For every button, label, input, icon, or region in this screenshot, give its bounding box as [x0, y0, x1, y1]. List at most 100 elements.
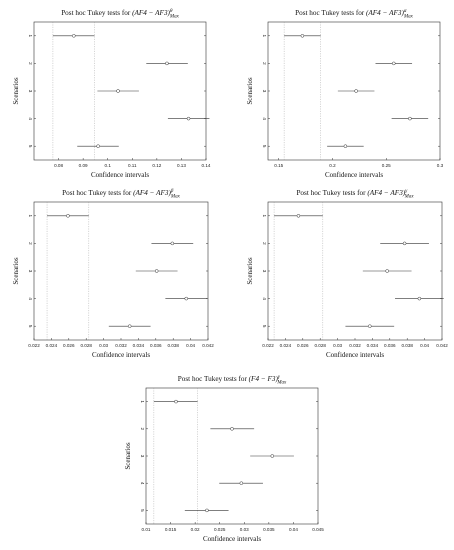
y-tick-label: 2 — [28, 62, 33, 65]
chart-panel-2: Post hoc Tukey tests for (AF4 − AF3)α Max… — [246, 9, 444, 179]
mean-marker-scenario-3 — [270, 454, 275, 458]
x-tick-label: 0.034 — [133, 343, 145, 348]
chart-title: Post hoc Tukey tests for (AF4 − AF3)θ Max — [61, 9, 179, 20]
x-tick-label: 0.026 — [297, 343, 309, 348]
mean-marker-scenario-2 — [402, 241, 407, 246]
x-tick-label: 0.04 — [420, 343, 429, 348]
y-axis-label: Scenarios — [12, 257, 20, 284]
x-tick-label: 0.034 — [367, 343, 379, 348]
y-tick-label: 1 — [262, 35, 267, 38]
x-tick-label: 0.08 — [54, 163, 63, 168]
x-tick-label: 0.12 — [152, 163, 161, 168]
x-tick-label: 0.036 — [384, 343, 396, 348]
chart-panel-1: Post hoc Tukey tests for (AF4 − AF3)θ Max… — [12, 9, 211, 179]
x-tick-label: 0.038 — [401, 343, 413, 348]
y-tick-label: 2 — [262, 242, 267, 245]
x-axis-label: Confidence intervals — [203, 535, 261, 543]
y-tick-label: 1 — [28, 215, 33, 218]
plot-frame — [33, 201, 209, 341]
mean-marker-scenario-4 — [408, 116, 412, 121]
mean-marker-scenario-1 — [174, 399, 178, 404]
x-tick-label: 0.022 — [262, 343, 274, 348]
x-tick-label: 0.024 — [280, 343, 292, 348]
y-tick-label: 3 — [28, 270, 33, 273]
chart-title: Post hoc Tukey tests for (AF4 − AF3)β Max — [62, 189, 180, 200]
mean-marker-scenario-1 — [72, 34, 76, 38]
x-tick-label: 0.1 — [105, 163, 112, 168]
mean-marker-scenario-3 — [116, 89, 120, 93]
x-tick-label: 0.03 — [240, 527, 249, 532]
x-tick-label: 0.03 — [333, 343, 342, 348]
x-tick-label: 0.03 — [99, 343, 108, 348]
y-tick-label: 1 — [262, 215, 267, 218]
x-tick-label: 0.11 — [128, 163, 137, 168]
mean-marker-scenario-4 — [239, 481, 244, 485]
x-tick-label: 0.04 — [186, 343, 195, 348]
x-tick-label: 0.25 — [382, 163, 391, 168]
x-tick-label: 0.035 — [263, 527, 275, 532]
x-tick-label: 0.038 — [167, 343, 179, 348]
x-axis-label: Confidence intervals — [326, 351, 384, 359]
mean-marker-scenario-4 — [184, 296, 188, 301]
x-tick-label: 0.14 — [202, 163, 211, 168]
y-axis-label: Scenarios — [246, 77, 254, 104]
y-tick-label: 5 — [140, 509, 145, 512]
chart-panel-5: Post hoc Tukey tests for (F4 − F3)γ Max 0.… — [124, 375, 324, 543]
x-tick-label: 0.028 — [314, 343, 326, 348]
y-axis-label: Scenarios — [124, 442, 132, 469]
x-tick-label: 0.04 — [289, 527, 298, 532]
x-axis-label: Confidence intervals — [325, 171, 383, 179]
mean-marker-scenario-5 — [368, 324, 372, 328]
plot-frame — [267, 201, 443, 341]
y-tick-label: 2 — [140, 428, 145, 431]
x-tick-label: 0.02 — [191, 527, 200, 532]
mean-marker-scenario-2 — [165, 61, 169, 66]
x-tick-label: 0.026 — [63, 343, 75, 348]
mean-marker-scenario-5 — [127, 324, 132, 328]
mean-marker-scenario-5 — [205, 508, 209, 513]
chart-title: Post hoc Tukey tests for (F4 − F3)γ Max — [178, 375, 287, 386]
x-tick-label: 0.3 — [437, 163, 444, 168]
x-tick-label: 0.09 — [79, 163, 88, 168]
y-tick-label: 2 — [28, 242, 33, 245]
x-tick-label: 0.032 — [349, 343, 361, 348]
y-tick-label: 5 — [28, 325, 33, 328]
mean-marker-scenario-1 — [66, 214, 70, 218]
x-tick-label: 0.01 — [142, 527, 151, 532]
x-tick-label: 0.042 — [202, 343, 214, 348]
mean-marker-scenario-2 — [230, 427, 234, 431]
x-tick-label: 0.025 — [214, 527, 226, 532]
mean-marker-scenario-3 — [354, 89, 358, 93]
x-tick-label: 0.042 — [436, 343, 448, 348]
x-tick-label: 0.15 — [274, 163, 283, 168]
chart-title: Post hoc Tukey tests for (AF4 − AF3)α Max — [295, 9, 414, 20]
y-tick-label: 3 — [140, 455, 145, 458]
mean-marker-scenario-1 — [296, 214, 301, 218]
x-tick-label: 0.024 — [46, 343, 58, 348]
chart-panel-4: Post hoc Tukey tests for (AF4 − AF3)γ Max… — [246, 189, 448, 359]
mean-marker-scenario-5 — [96, 144, 100, 148]
y-axis-label: Scenarios — [12, 77, 20, 104]
mean-marker-scenario-4 — [186, 116, 191, 121]
y-tick-label: 5 — [262, 325, 267, 328]
x-tick-label: 0.032 — [115, 343, 127, 348]
chart-panel-3: Post hoc Tukey tests for (AF4 − AF3)β Max… — [12, 189, 214, 359]
y-tick-label: 4 — [140, 482, 145, 485]
y-tick-label: 4 — [28, 297, 33, 300]
y-tick-label: 3 — [262, 90, 267, 93]
y-tick-label: 4 — [28, 117, 33, 120]
x-axis-label: Confidence intervals — [92, 351, 150, 359]
y-tick-label: 4 — [262, 297, 267, 300]
x-tick-label: 0.045 — [312, 527, 324, 532]
x-tick-label: 0.022 — [28, 343, 40, 348]
mean-marker-scenario-4 — [417, 296, 422, 301]
x-tick-label: 0.13 — [177, 163, 186, 168]
y-tick-label: 2 — [262, 62, 267, 65]
mean-marker-scenario-2 — [392, 61, 396, 66]
y-tick-label: 1 — [28, 35, 33, 38]
x-axis-label: Confidence intervals — [91, 171, 149, 179]
mean-marker-scenario-3 — [385, 269, 389, 273]
x-tick-label: 0.015 — [165, 527, 177, 532]
y-tick-label: 3 — [28, 90, 33, 93]
